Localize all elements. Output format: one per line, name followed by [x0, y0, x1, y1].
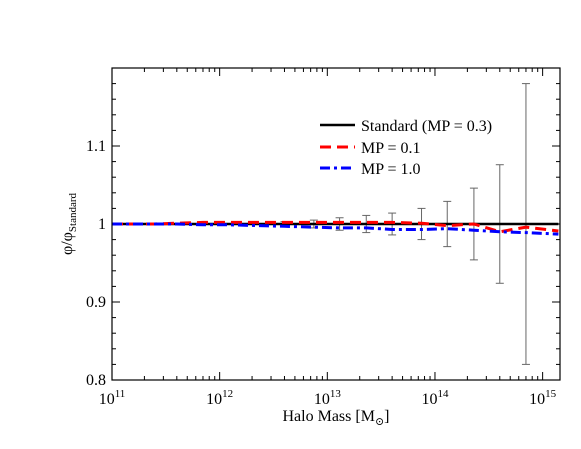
- y-tick-label: 0.9: [86, 294, 106, 311]
- x-tick-label: 1011: [99, 388, 126, 408]
- legend-label-mp-1-0: MP = 1.0: [361, 161, 421, 178]
- plot-frame: [111, 67, 561, 381]
- series-layer: [112, 220, 559, 236]
- y-axis-label-main: φ/φ: [59, 232, 76, 255]
- y-tick-label: 1.1: [86, 138, 106, 155]
- legend: Standard (MP = 0.3) MP = 0.1 MP = 1.0: [320, 118, 492, 178]
- x-axis-label-subscript: ⊙: [375, 416, 384, 428]
- y-axis-label-subscript: Standard: [67, 192, 79, 232]
- y-tick-label: 1: [98, 216, 106, 233]
- y-tick-label: 0.8: [86, 372, 106, 389]
- x-axis-label-main: Halo Mass [M: [283, 408, 375, 425]
- ticks-layer: 0.8 0.9 1 1.1 1011 1012 1013 1014 1015: [86, 67, 560, 408]
- x-tick-label: 1013: [314, 388, 342, 408]
- x-tick-label: 1014: [421, 388, 449, 408]
- series-line-1: [112, 220, 559, 234]
- x-axis-label: Halo Mass [M⊙]: [283, 408, 390, 428]
- x-tick-label: 1012: [206, 388, 233, 408]
- legend-label-standard: Standard (MP = 0.3): [361, 118, 492, 135]
- legend-label-mp-0-1: MP = 0.1: [361, 140, 421, 157]
- x-axis-label-close: ]: [384, 408, 389, 425]
- x-tick-label: 1015: [529, 388, 557, 408]
- y-axis-label: φ/φStandard: [59, 192, 79, 255]
